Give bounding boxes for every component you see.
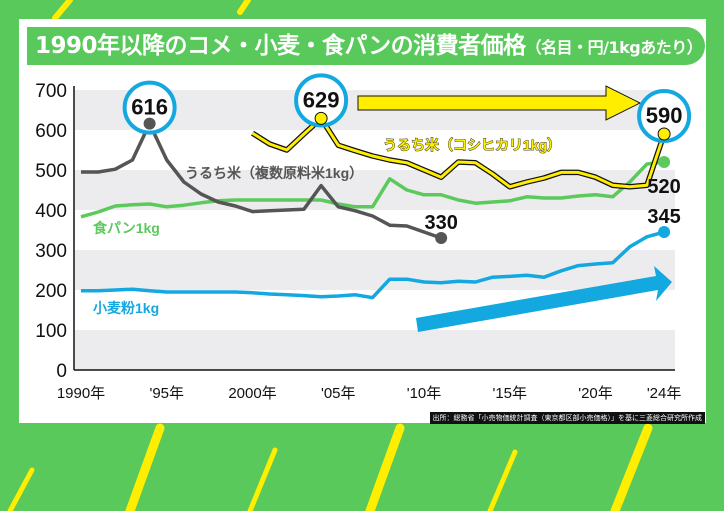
yellow-trend-arrow [357, 85, 642, 121]
x-tick-label: '05年 [321, 385, 356, 402]
value-label: 629 [303, 87, 340, 112]
highlight-circle [637, 89, 692, 143]
y-tick-label: 200 [35, 281, 67, 302]
highlight-circle [294, 73, 349, 128]
x-tick-label: '15年 [492, 385, 527, 402]
stripe [125, 423, 165, 511]
series-label-2: 食パン1kg [93, 220, 160, 236]
x-tick-label: '95年 [149, 385, 184, 402]
y-tick-label: 600 [35, 121, 67, 142]
end-marker [658, 226, 671, 238]
series-label-1: うるち米（コシヒカリ1kg） [383, 137, 561, 153]
chart-title: 1990年以降のコメ・小麦・食パンの消費者価格（名目・円/1kgあたり） [27, 27, 705, 65]
grid-band [75, 250, 675, 290]
series-label-0: うるち米（複数原料米1kg） [185, 165, 363, 181]
x-tick-label: '20年 [578, 385, 613, 402]
blue-trend-arrow [416, 266, 672, 332]
y-tick-label: 500 [35, 161, 67, 182]
y-tick-label: 100 [35, 321, 67, 342]
series-label-3: 小麦粉1kg [93, 300, 159, 316]
stripe [365, 423, 405, 511]
x-tick-label: '10年 [407, 385, 442, 402]
stripe [7, 467, 35, 511]
value-label: 616 [131, 95, 168, 120]
y-tick-label: 300 [35, 241, 67, 262]
y-tick-label: 700 [35, 81, 67, 102]
value-label: 590 [646, 103, 683, 128]
x-tick-label: 1990年 [57, 385, 105, 402]
value-label: 520 [647, 176, 680, 198]
end-marker [657, 127, 671, 141]
value-label: 330 [424, 212, 457, 234]
end-marker [314, 111, 328, 125]
end-marker [143, 117, 156, 130]
stripe [237, 0, 251, 15]
stripe [247, 447, 278, 511]
x-tick-label: 2000年 [228, 385, 276, 402]
series-line-0 [81, 121, 442, 240]
source-note: 出所：総務省「小売物価統計調査（東京都区部小売価格）」を基に三菱総合研究所作成 [429, 412, 705, 424]
end-marker [658, 156, 671, 168]
y-tick-label: 0 [56, 361, 67, 382]
title-sub: （名目・円/1kgあたり） [525, 38, 703, 57]
title-main: 1990年以降のコメ・小麦・食パンの消費者価格 [35, 33, 526, 59]
stripe [52, 0, 73, 21]
value-label: 345 [647, 206, 680, 228]
grid-band [75, 330, 675, 370]
stripe [487, 449, 518, 511]
x-tick-label: '24年 [647, 385, 682, 402]
stripe [610, 423, 653, 511]
highlight-circle [122, 80, 177, 135]
y-tick-label: 400 [35, 201, 67, 222]
end-marker [435, 232, 448, 244]
